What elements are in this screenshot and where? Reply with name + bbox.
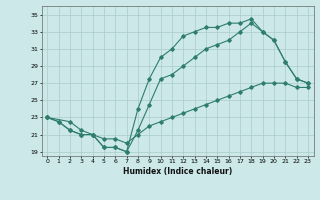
X-axis label: Humidex (Indice chaleur): Humidex (Indice chaleur): [123, 167, 232, 176]
